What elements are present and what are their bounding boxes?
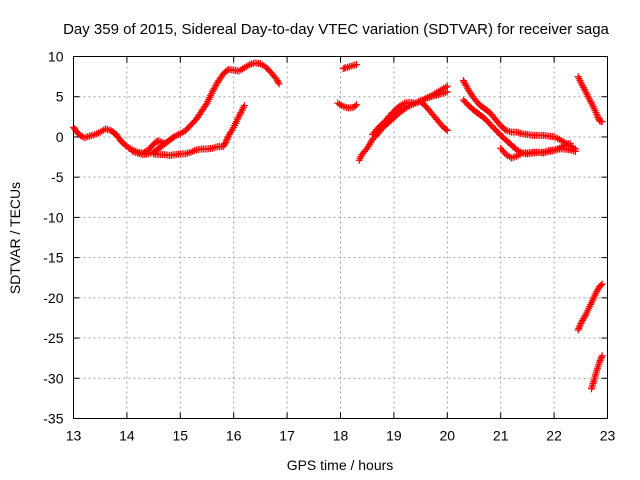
- x-tick-label: 21: [493, 428, 509, 444]
- data-point: [598, 280, 606, 288]
- x-tick-label: 13: [66, 428, 82, 444]
- data-point: [223, 67, 231, 75]
- y-tick-label: 10: [48, 49, 64, 65]
- data-point: [274, 78, 282, 86]
- x-tick-label: 23: [600, 428, 616, 444]
- x-tick-label: 22: [546, 428, 562, 444]
- series-arc-14: [587, 352, 606, 393]
- x-tick-label: 18: [333, 428, 349, 444]
- y-tick-label: 5: [56, 89, 64, 105]
- series-arc-13: [574, 280, 606, 334]
- data-point: [597, 281, 605, 289]
- data-point: [353, 101, 361, 109]
- data-point: [574, 326, 582, 334]
- y-axis-label: SDTVAR / TECUs: [7, 182, 23, 294]
- data-point: [598, 352, 606, 360]
- data-point: [594, 114, 602, 122]
- chart-title: Day 359 of 2015, Sidereal Day-to-day VTE…: [63, 21, 609, 38]
- data-point: [571, 147, 579, 155]
- series-arc-3: [150, 102, 248, 159]
- x-tick-label: 16: [226, 428, 242, 444]
- data-point: [595, 358, 603, 366]
- data-point: [222, 137, 230, 145]
- data-point: [597, 353, 605, 361]
- x-tick-label: 14: [119, 428, 135, 444]
- x-tick-label: 17: [279, 428, 295, 444]
- series-arc-5: [339, 61, 361, 73]
- data-point: [443, 127, 451, 135]
- data-point: [351, 102, 359, 110]
- data-point: [596, 357, 604, 365]
- y-tick-label: -20: [43, 290, 63, 306]
- data-point: [575, 323, 583, 331]
- data-point: [593, 112, 601, 120]
- data-points: [70, 59, 606, 393]
- series-arc-7: [369, 82, 451, 139]
- series-arc-8: [417, 98, 451, 135]
- data-point: [222, 139, 230, 147]
- y-axis-ticks: 10 5 0 -5 -10 -15 -20 -25 -30 -35: [43, 49, 608, 427]
- data-point: [442, 125, 450, 133]
- series-arc-11: [497, 139, 574, 162]
- x-axis-ticks: 13 14 15 16 17 18 19 20 21 22 23: [66, 56, 616, 444]
- x-tick-label: 19: [386, 428, 402, 444]
- data-point: [240, 102, 248, 110]
- series-arc-6: [355, 88, 451, 164]
- data-point: [598, 118, 606, 126]
- data-point: [576, 321, 584, 329]
- data-point: [275, 80, 283, 88]
- x-axis-label: GPS time / hours: [287, 457, 394, 473]
- data-point: [221, 140, 229, 148]
- data-point: [593, 110, 601, 118]
- y-tick-label: -5: [51, 169, 64, 185]
- x-tick-label: 15: [173, 428, 189, 444]
- y-tick-label: -30: [43, 370, 63, 386]
- data-point: [575, 324, 583, 332]
- grid-layer: [73, 56, 608, 419]
- plot-frame: [73, 56, 608, 419]
- y-tick-label: -10: [43, 209, 63, 225]
- x-tick-label: 20: [440, 428, 456, 444]
- y-tick-label: -15: [43, 250, 63, 266]
- series-arc-4: [334, 99, 361, 112]
- y-tick-label: 0: [56, 129, 64, 145]
- data-point: [566, 139, 574, 147]
- data-point: [443, 82, 451, 90]
- series-arc-2: [128, 59, 283, 159]
- data-point: [223, 135, 231, 143]
- data-point: [353, 61, 361, 69]
- y-tick-label: -25: [43, 330, 63, 346]
- series-arc-12: [574, 73, 606, 126]
- data-point: [597, 355, 605, 363]
- y-tick-label: -35: [43, 411, 63, 427]
